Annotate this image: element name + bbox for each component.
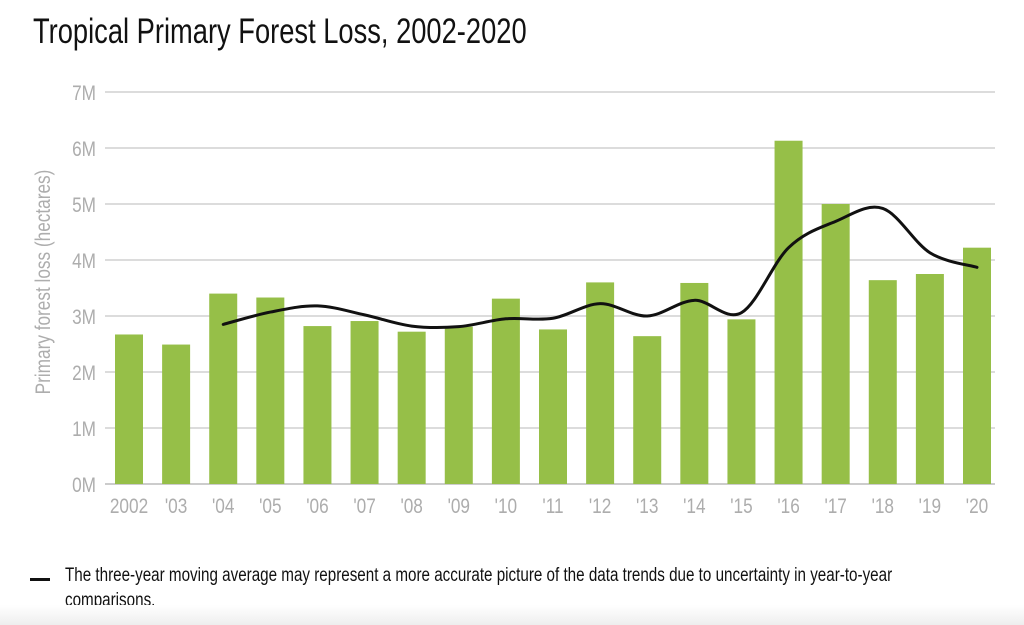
y-tick-label: 3M [72,307,96,330]
x-tick-label: '03 [165,496,187,519]
x-tick-label: '06 [306,496,328,519]
x-tick-label: '16 [777,496,799,519]
bar [774,140,803,484]
x-tick-label: '04 [212,496,235,519]
x-tick-label: '20 [966,496,988,519]
x-tick-label: '07 [353,496,375,519]
x-tick-label: '18 [872,496,894,519]
bar [256,297,285,484]
bar [633,336,662,484]
bar [350,321,379,484]
x-tick-label: '11 [542,496,563,519]
bar [115,334,143,484]
bar [303,326,332,484]
y-tick-label: 1M [72,419,96,442]
y-tick-labels: 0M 1M 2M 3M 4M 5M 6M 7M [72,83,96,498]
bar [727,319,756,484]
bar [397,331,426,484]
chart-title: Tropical Primary Forest Loss, 2002-2020 [33,12,527,51]
bar [963,247,991,484]
y-tick-label: 4M [72,251,96,274]
x-tick-label: '17 [824,496,846,519]
y-axis-title: Primary forest loss (hectares) [33,170,56,395]
bar [539,329,567,484]
bar [162,344,191,484]
x-tick-label: '19 [919,496,941,519]
y-tick-label: 5M [72,195,96,218]
x-tick-label: '12 [589,496,611,519]
y-tick-label: 0M [72,475,96,498]
bar [491,298,520,484]
x-tick-labels: 2002 '03 '04 '05 '06 '07 '08 '09 '10 '11 '12 '13 '14… [110,496,988,519]
bar [586,282,615,484]
x-tick-label: '08 [400,496,422,519]
x-tick-label: '14 [683,496,706,519]
bar [821,204,850,484]
bar [680,282,709,484]
x-tick-label: '13 [636,496,658,519]
y-tick-label: 2M [72,363,96,386]
bar [868,280,897,484]
bar [915,274,944,484]
x-tick-label: '09 [448,496,470,519]
x-tick-label: '05 [259,496,281,519]
x-tick-label: 2002 [110,496,148,519]
x-tick-label: '15 [730,496,752,519]
y-tick-label: 7M [72,83,96,106]
bar [444,326,473,484]
moving-average-line [221,205,979,330]
legend-line-swatch [30,578,50,581]
bottom-fade [0,605,1024,625]
y-tick-label: 6M [72,139,96,162]
moving-average-line-group [221,205,979,330]
x-tick-label: '10 [495,496,517,519]
bars [115,140,991,484]
